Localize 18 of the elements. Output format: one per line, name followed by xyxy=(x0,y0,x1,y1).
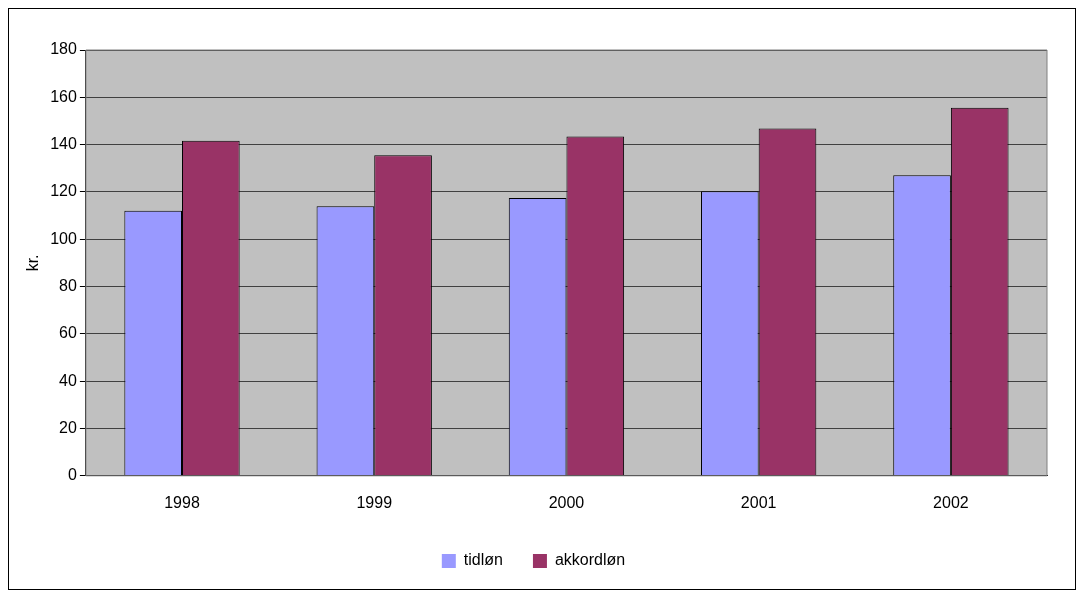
y-tick-label: 140 xyxy=(50,135,77,153)
legend-label: tidløn xyxy=(463,551,503,569)
y-tick-label: 60 xyxy=(59,324,77,342)
y-tick-label: 120 xyxy=(50,182,77,200)
y-tick-label: 160 xyxy=(50,87,77,105)
x-tick-label: 2001 xyxy=(740,493,777,511)
y-tick-label: 0 xyxy=(67,466,77,484)
y-tick-label: 20 xyxy=(59,418,77,436)
y-tick-label: 80 xyxy=(59,276,77,294)
x-tick-label: 1998 xyxy=(164,493,200,511)
x-tick-label: 2000 xyxy=(548,493,585,511)
y-axis-title: kr. xyxy=(24,254,42,272)
y-tick-label: 100 xyxy=(50,229,77,247)
y-tick-label: 40 xyxy=(59,371,77,389)
x-tick-label: 2002 xyxy=(933,493,969,511)
legend-label: akkordløn xyxy=(554,551,626,569)
x-tick-label: 1999 xyxy=(356,493,393,511)
y-tick-label: 180 xyxy=(50,40,77,58)
